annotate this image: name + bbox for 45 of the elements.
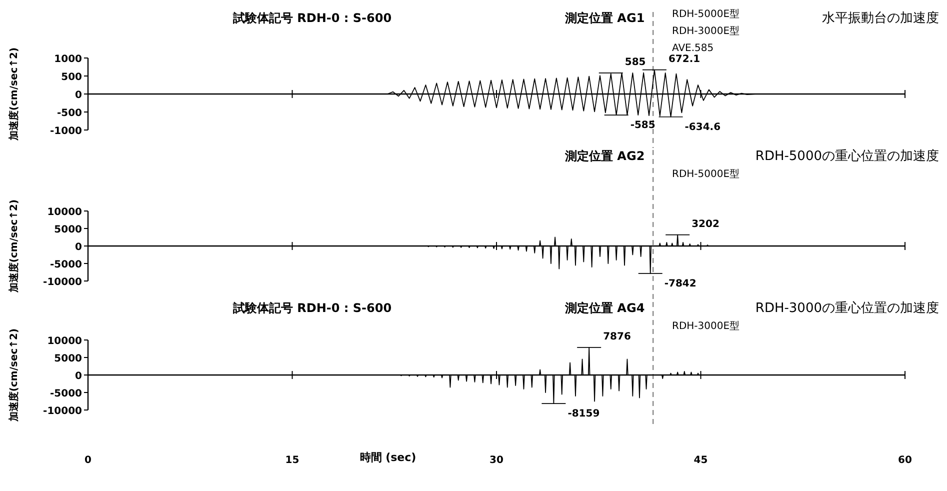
- y-tick-label: -5000: [50, 260, 82, 270]
- chart-subtitle: 水平振動台の加速度: [822, 10, 939, 26]
- y-tick-label: 1000: [54, 54, 82, 65]
- y-tick-label: -10000: [43, 277, 82, 288]
- y-tick-label: 500: [61, 72, 82, 83]
- text: AVE.585: [672, 43, 714, 54]
- y-tick-label: -10000: [43, 406, 82, 417]
- y-tick-label: -5000: [50, 388, 82, 400]
- text: 測定位置 AG1: [564, 11, 645, 25]
- y-axis-title: 加速度(cm/sec↑2): [8, 199, 20, 294]
- x-tick-label: 30: [490, 455, 504, 466]
- annotation: 7876: [603, 331, 631, 342]
- x-tick-label: 0: [84, 455, 92, 466]
- text: RDH-5000E型: [672, 8, 740, 20]
- y-tick-label: 10000: [47, 336, 82, 347]
- x-axis-title: 時間 (sec): [360, 451, 416, 464]
- y-axis-title: 加速度(cm/sec↑2): [8, 328, 20, 423]
- text: RDH-3000E型: [672, 25, 740, 37]
- text: 測定位置 AG4: [564, 301, 645, 315]
- x-tick-label: 45: [694, 455, 708, 466]
- y-tick-label: 0: [75, 371, 82, 382]
- chart-title: 試験体記号 RDH-0 : S-600: [232, 301, 392, 315]
- y-tick-label: -1000: [50, 126, 82, 137]
- y-axis-title: 加速度(cm/sec↑2): [8, 47, 20, 142]
- y-tick-label: 5000: [54, 354, 82, 364]
- text: RDH-3000E型: [672, 320, 740, 332]
- x-tick-label: 15: [285, 455, 300, 466]
- text: RDH-5000E型: [672, 168, 740, 180]
- annotation: 3202: [692, 218, 720, 230]
- chart-subtitle: RDH-3000の重心位置の加速度: [755, 300, 939, 316]
- annotation: -634.6: [684, 122, 721, 133]
- annotation: 585: [624, 56, 646, 68]
- y-tick-label: 5000: [54, 224, 82, 236]
- chart-subtitle: RDH-5000の重心位置の加速度: [755, 148, 939, 164]
- annotation: -8159: [568, 408, 600, 420]
- annotation: -585: [630, 120, 656, 132]
- y-tick-label: -500: [56, 108, 82, 119]
- chart-title: 試験体記号 RDH-0 : S-600: [232, 11, 392, 25]
- text: 測定位置 AG2: [564, 149, 645, 163]
- annotation: -7842: [664, 278, 696, 290]
- x-tick-label: 60: [898, 455, 912, 466]
- y-tick-label: 10000: [47, 207, 82, 218]
- y-tick-label: 0: [75, 90, 82, 101]
- annotation: 672.1: [668, 54, 700, 65]
- y-tick-label: 0: [75, 242, 82, 253]
